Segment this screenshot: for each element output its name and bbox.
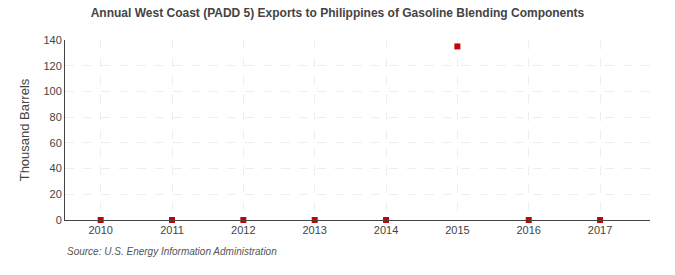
svg-text:100: 100 — [43, 85, 61, 97]
svg-text:120: 120 — [43, 60, 61, 72]
svg-text:Annual West Coast (PADD 5) Exp: Annual West Coast (PADD 5) Exports to Ph… — [91, 6, 585, 20]
svg-text:2010: 2010 — [88, 224, 112, 236]
svg-text:Source: U.S. Energy Informatio: Source: U.S. Energy Information Administ… — [67, 246, 277, 257]
svg-text:80: 80 — [50, 111, 62, 123]
svg-text:2017: 2017 — [588, 224, 612, 236]
svg-text:2016: 2016 — [516, 224, 540, 236]
svg-text:20: 20 — [50, 188, 62, 200]
svg-text:0: 0 — [56, 214, 62, 226]
svg-text:60: 60 — [50, 137, 62, 149]
svg-text:Thousand Barrels: Thousand Barrels — [17, 78, 32, 181]
svg-text:40: 40 — [50, 162, 62, 174]
svg-text:2012: 2012 — [231, 224, 255, 236]
svg-text:2015: 2015 — [445, 224, 469, 236]
svg-text:140: 140 — [43, 34, 61, 46]
svg-text:2011: 2011 — [160, 224, 184, 236]
svg-text:2014: 2014 — [374, 224, 398, 236]
svg-text:2013: 2013 — [302, 224, 326, 236]
